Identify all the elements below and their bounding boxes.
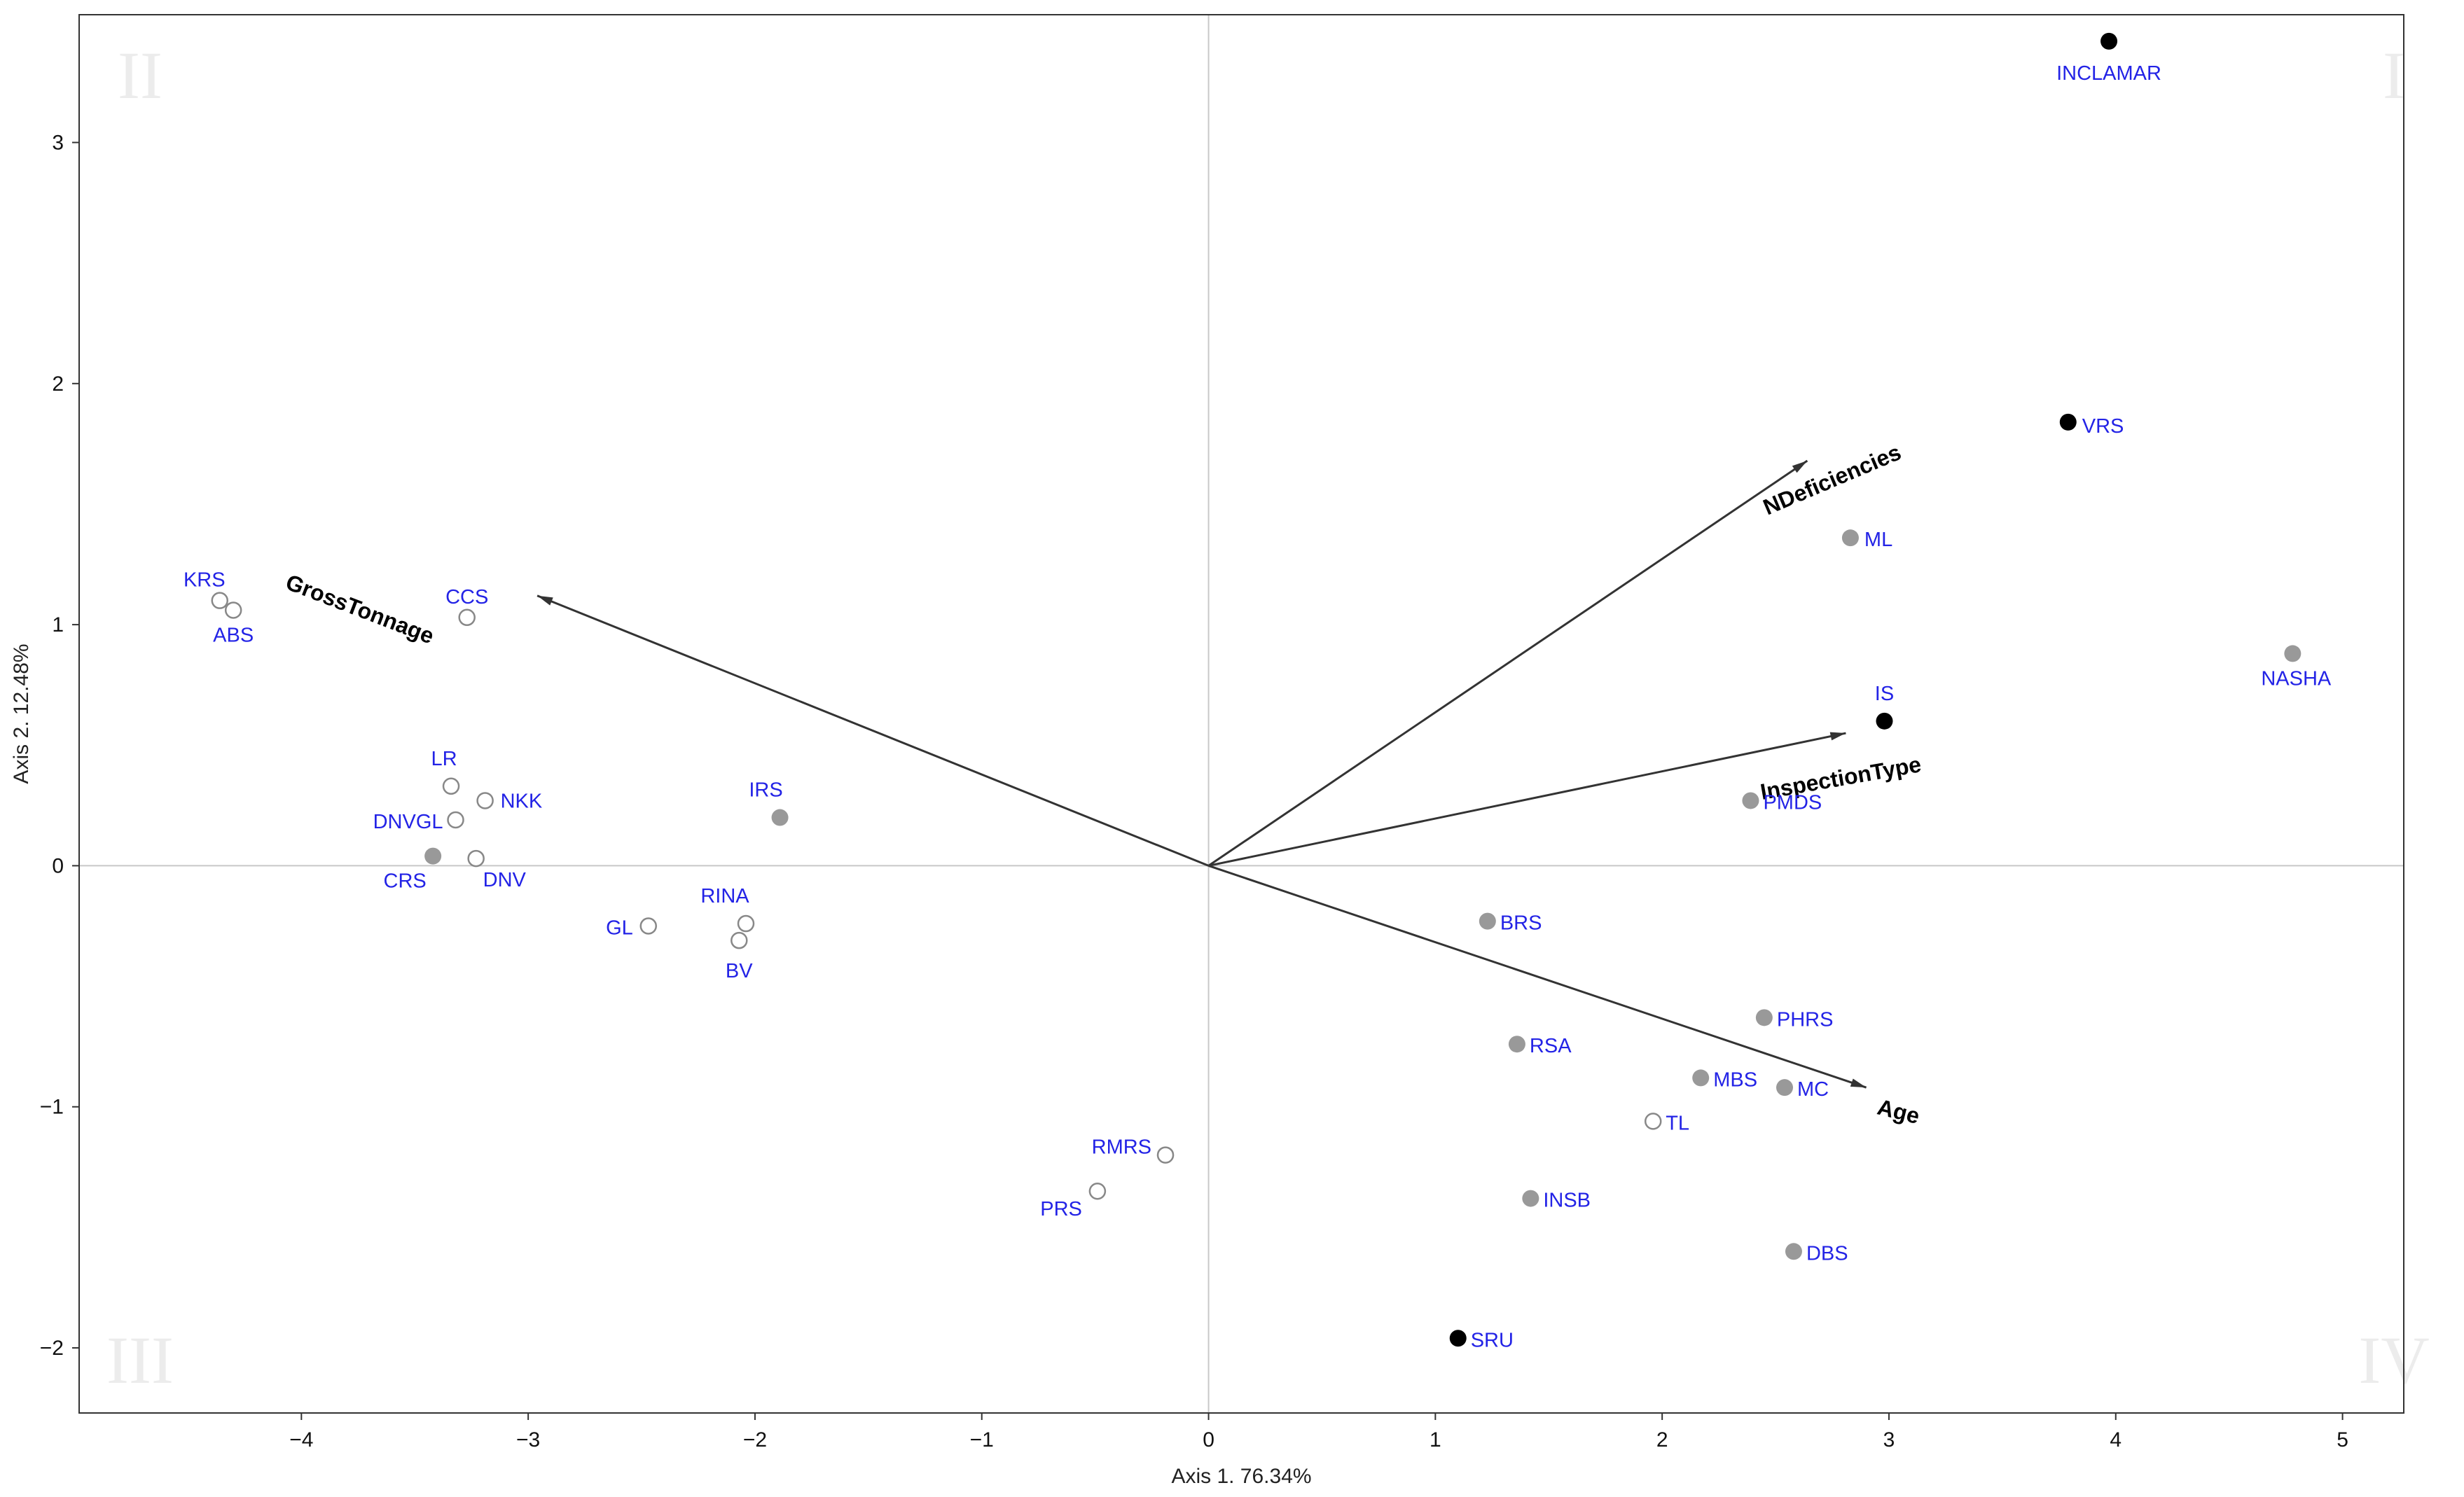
quadrant-label-iii: III	[106, 1323, 174, 1398]
y-tick-label: 1	[52, 613, 64, 636]
vector-inspectiontype-arrowhead	[1829, 732, 1846, 741]
point-label-mc: MC	[1797, 1078, 1829, 1101]
vector-age-arrowhead	[1850, 1078, 1867, 1088]
plot-border	[78, 14, 2404, 1414]
zero-lines	[79, 15, 2404, 1413]
x-tick-label: −2	[743, 1428, 767, 1451]
point-abs	[224, 601, 242, 619]
point-label-rina: RINA	[700, 885, 749, 907]
x-tick-label: −3	[516, 1428, 540, 1451]
y-tick-label: −2	[40, 1337, 64, 1360]
point-label-pmds: PMDS	[1763, 791, 1822, 814]
point-rmrs	[1156, 1146, 1175, 1164]
point-label-tl: TL	[1666, 1112, 1689, 1134]
point-label-krs: KRS	[184, 569, 226, 592]
plot-frame	[78, 14, 2404, 1414]
point-label-rmrs: RMRS	[1092, 1136, 1151, 1159]
point-label-inclamar: INCLAMAR	[2056, 62, 2161, 85]
point-ml	[1841, 529, 1859, 547]
point-nasha	[2284, 645, 2302, 662]
point-label-dnvgl: DNVGL	[373, 811, 443, 833]
point-labels: INCLAMAR VRS ML NASHA IS PMDS BRS PHRS RSA MBS MC T…	[184, 62, 2332, 1351]
point-label-ml: ML	[1864, 529, 1892, 551]
x-tick-label: −4	[289, 1428, 313, 1451]
point-label-rsa: RSA	[1530, 1035, 1572, 1057]
point-label-brs: BRS	[1500, 912, 1542, 935]
vector-grosstonnage-line	[537, 594, 1210, 867]
vector-ndeficiencies-line	[1207, 459, 1808, 867]
x-tick-label: 4	[2110, 1428, 2122, 1451]
point-label-nasha: NASHA	[2261, 667, 2332, 690]
point-label-abs: ABS	[213, 624, 254, 646]
vector-inspectiontype-line	[1208, 732, 1846, 867]
point-brs	[1479, 912, 1496, 930]
axis-ticks: −4 −3 −2 −1 0 1 2 3 4 5 −2 −1 0 1 2 3	[40, 131, 2348, 1451]
data-points	[211, 32, 2302, 1347]
quadrant-label-i: I	[2383, 38, 2405, 113]
point-pmds	[1742, 792, 1759, 809]
quadrant-label-iv: IV	[2358, 1323, 2429, 1398]
y-axis-title: Axis 2. 12.48%	[10, 643, 33, 784]
point-label-dnv: DNV	[483, 869, 527, 891]
y-tick-label: −1	[40, 1096, 64, 1119]
vector-grosstonnage-arrowhead	[537, 595, 553, 606]
point-prs	[1088, 1182, 1107, 1200]
point-label-gl: GL	[606, 917, 633, 939]
point-label-nkk: NKK	[501, 790, 543, 812]
point-tl	[1644, 1113, 1662, 1130]
vector-age-line	[1208, 864, 1867, 1089]
point-rina	[737, 914, 755, 933]
point-vrs	[2059, 413, 2077, 431]
quadrant-label-ii: II	[118, 38, 162, 113]
point-phrs	[1755, 1009, 1773, 1026]
x-tick-label: −1	[970, 1428, 994, 1451]
point-dnv	[467, 849, 485, 868]
point-label-phrs: PHRS	[1777, 1008, 1834, 1031]
x-tick-label: 0	[1203, 1428, 1214, 1451]
point-label-prs: PRS	[1040, 1198, 1082, 1220]
y-tick-label: 0	[52, 854, 64, 877]
point-label-dbs: DBS	[1806, 1242, 1848, 1265]
point-dbs	[1785, 1243, 1802, 1260]
y-tick-label: 3	[52, 131, 64, 154]
y-tick-label: 2	[52, 372, 64, 396]
vector-ndeficiencies-arrowhead	[1792, 460, 1808, 473]
point-label-is: IS	[1875, 683, 1894, 705]
x-tick-label: 2	[1656, 1428, 1668, 1451]
point-lr	[442, 777, 460, 795]
x-tick-label: 5	[2337, 1428, 2348, 1451]
point-rsa	[1508, 1036, 1525, 1053]
point-label-irs: IRS	[749, 779, 782, 802]
point-mbs	[1692, 1069, 1710, 1087]
point-irs	[771, 809, 789, 826]
point-dnvgl	[447, 811, 464, 829]
point-label-insb: INSB	[1543, 1190, 1591, 1212]
point-ccs	[458, 608, 476, 627]
point-label-vrs: VRS	[2082, 415, 2124, 438]
x-axis-title: Axis 1. 76.34%	[1171, 1465, 1311, 1488]
point-insb	[1522, 1190, 1539, 1207]
point-label-bv: BV	[726, 960, 753, 982]
point-gl	[639, 917, 658, 935]
point-krs	[211, 592, 229, 609]
point-label-ccs: CCS	[445, 586, 488, 608]
point-inclamar	[2100, 32, 2118, 50]
x-tick-label: 1	[1430, 1428, 1441, 1451]
point-nkk	[476, 792, 494, 809]
point-is	[1876, 712, 1893, 730]
x-tick-label: 3	[1883, 1428, 1895, 1451]
point-crs	[424, 847, 442, 865]
point-label-lr: LR	[431, 748, 457, 770]
quadrant-labels: I II III IV	[106, 38, 2430, 1398]
point-mc	[1776, 1079, 1794, 1096]
point-label-mbs: MBS	[1713, 1068, 1757, 1091]
point-bv	[731, 931, 748, 949]
point-label-sru: SRU	[1471, 1329, 1514, 1351]
point-sru	[1449, 1330, 1467, 1347]
point-label-crs: CRS	[384, 870, 427, 893]
